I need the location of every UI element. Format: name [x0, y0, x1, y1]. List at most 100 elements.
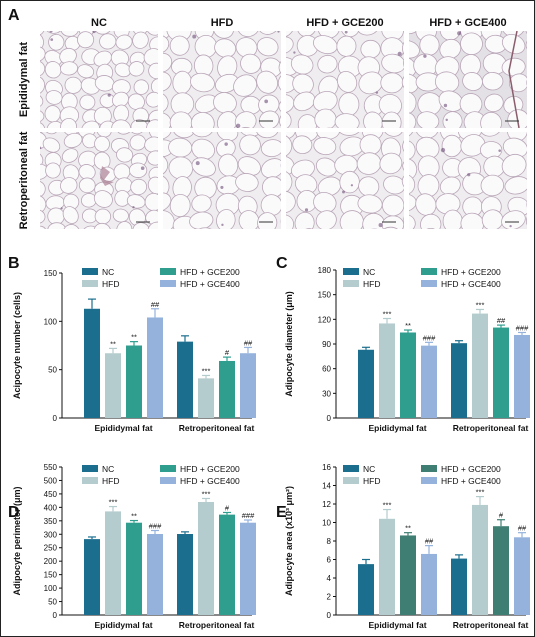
y-tick-label: 150 [44, 571, 58, 580]
bar [105, 511, 121, 615]
legend-swatch [343, 465, 359, 472]
legend-label: HFD [363, 279, 380, 289]
micrograph-tile [286, 132, 404, 229]
legend-label: HFD [102, 279, 119, 289]
legend-swatch [343, 280, 359, 287]
x-category-label: Retroperitoneal fat [179, 620, 255, 630]
y-tick-label: 150 [318, 291, 332, 300]
legend-swatch [160, 280, 176, 287]
y-tick-label: 30 [322, 389, 331, 398]
y-tick-label: 400 [44, 503, 58, 512]
legend-label: HFD + GCE200 [180, 267, 240, 277]
y-tick-label: 60 [322, 365, 331, 374]
bar [451, 558, 467, 615]
y-tick-label: 450 [44, 490, 58, 499]
bar [198, 378, 214, 418]
x-category-label: Epididymal fat [94, 423, 152, 433]
significance-label: ** [405, 321, 411, 330]
y-axis-label: Adipocyte area (x10³ μm²) [284, 486, 294, 596]
legend-label: HFD + GCE400 [441, 476, 501, 486]
chart-panel-e: E 0 2 4 6 8 10 12 14 16 Adipocyte area (x10³ μm²) E… [276, 463, 530, 630]
significance-label: ## [151, 300, 160, 309]
micrograph-tile [409, 132, 527, 229]
bar [240, 353, 256, 418]
y-tick-label: 500 [44, 476, 58, 485]
legend-swatch [160, 477, 176, 484]
significance-label: *** [202, 366, 211, 375]
significance-label: *** [383, 310, 392, 319]
legend-label: NC [363, 464, 375, 474]
bar [379, 323, 395, 418]
legend-label: HFD + GCE200 [441, 267, 501, 277]
legend-swatch [421, 477, 437, 484]
x-category-label: Epididymal fat [368, 423, 426, 433]
y-tick-label: 4 [327, 574, 332, 583]
legend-swatch [82, 477, 98, 484]
y-tick-label: 120 [318, 315, 332, 324]
bar [400, 332, 416, 418]
bar [219, 360, 235, 418]
y-tick-label: 8 [327, 537, 332, 546]
bar [147, 317, 163, 418]
y-axis-label: Adipocyte diameter (μm) [284, 291, 294, 397]
bar [240, 522, 256, 615]
micrograph-tile [286, 31, 404, 128]
y-axis-label: Acipocyte number (cells) [12, 292, 22, 399]
panel-letter: C [276, 255, 288, 272]
bar [198, 501, 214, 615]
significance-label: # [499, 511, 504, 520]
significance-label: ** [131, 512, 137, 521]
bar [105, 353, 121, 418]
x-category-label: Retroperitoneal fat [453, 423, 529, 433]
legend-label: HFD + GCE200 [180, 464, 240, 474]
x-category-label: Retroperitoneal fat [179, 423, 255, 433]
bar [493, 327, 509, 418]
y-tick-label: 550 [44, 463, 58, 472]
chart-panel-c: C 0 30 60 90 120 150 180 Adipocyte diameter (μm)… [276, 255, 530, 433]
y-tick-label: 10 [322, 519, 331, 528]
y-tick-label: 150 [44, 269, 58, 278]
bar [126, 522, 142, 615]
legend-label: NC [102, 464, 114, 474]
x-category-label: Epididymal fat [368, 620, 426, 630]
significance-label: # [225, 503, 230, 512]
bar [421, 553, 437, 615]
significance-label: ### [242, 511, 255, 520]
x-category-label: Retroperitoneal fat [453, 620, 529, 630]
y-tick-label: 100 [44, 584, 58, 593]
panel-letter: E [276, 504, 287, 521]
y-axis-label: Adipocyte perimeter (μm) [12, 486, 22, 595]
y-tick-label: 350 [44, 517, 58, 526]
legend-swatch [82, 465, 98, 472]
bar [400, 535, 416, 615]
legend-swatch [343, 477, 359, 484]
y-tick-label: 100 [44, 317, 58, 326]
bar [358, 564, 374, 615]
bar [126, 345, 142, 418]
y-tick-label: 6 [327, 556, 332, 565]
bar [514, 334, 530, 418]
micrograph-tile [40, 132, 158, 229]
significance-label: ## [425, 537, 434, 546]
chart-panel-b: B 0 50 100 150 Acipocyte number (cells) Epidid… [8, 255, 256, 433]
y-tick-label: 0 [53, 414, 58, 423]
legend-swatch [82, 268, 98, 275]
significance-label: *** [476, 300, 485, 309]
legend-swatch [82, 280, 98, 287]
y-tick-label: 0 [327, 414, 332, 423]
significance-label: *** [202, 489, 211, 498]
bar [472, 313, 488, 418]
bar [493, 526, 509, 615]
y-tick-label: 180 [318, 266, 332, 275]
significance-label: *** [109, 498, 118, 507]
bar [358, 349, 374, 418]
bar [219, 514, 235, 615]
y-tick-label: 2 [327, 593, 332, 602]
significance-label: ## [497, 316, 506, 325]
bar [177, 534, 193, 615]
column-label: NC [91, 17, 107, 29]
bar [472, 504, 488, 615]
legend-swatch [421, 280, 437, 287]
column-label: HFD + GCE400 [429, 17, 506, 29]
